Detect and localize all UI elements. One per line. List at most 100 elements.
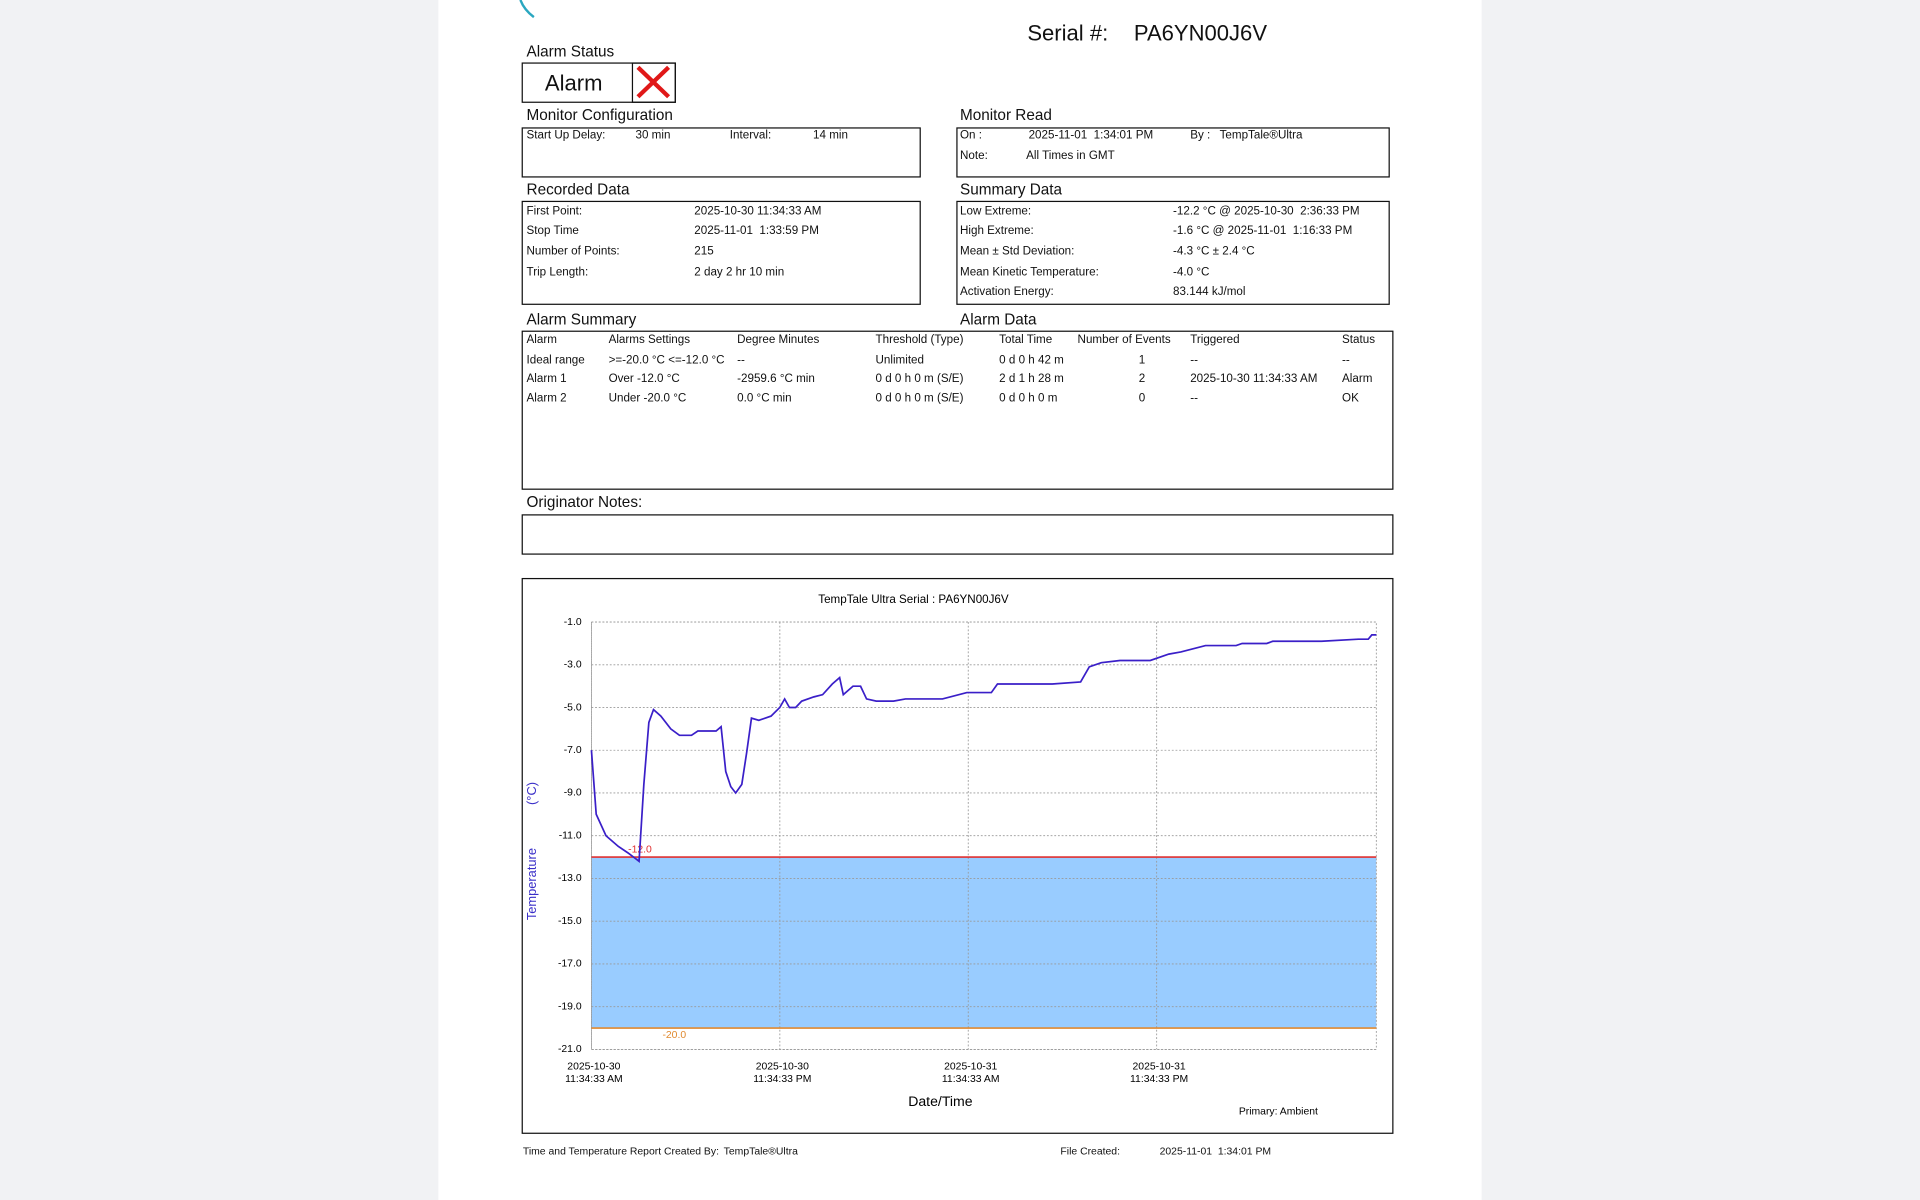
table-header: Total Time [999, 333, 1053, 347]
notes-box [521, 514, 1394, 555]
x-tick-label: 2025-10-31 11:34:33 PM [1130, 1061, 1188, 1084]
field-value: 83.144 kJ/mol [1173, 285, 1246, 299]
table-header: Alarm [526, 333, 557, 347]
table-cell: Ideal range [526, 353, 585, 368]
table-cell: -- [737, 353, 745, 368]
field-value: TempTale®Ultra [1219, 128, 1303, 143]
table-cell: -2959.6 °C min [737, 372, 815, 386]
y-tick-label: -7.0 [564, 745, 582, 756]
table-cell: Alarm 1 [526, 372, 567, 386]
x-tick-label: 2025-10-30 11:34:33 PM [753, 1061, 811, 1084]
x-tick-label: 2025-10-31 11:34:33 AM [942, 1061, 1000, 1084]
table-cell: 0 d 0 h 0 m [999, 391, 1058, 406]
x-axis-label: Date/Time [908, 1093, 973, 1109]
table-cell: -- [1342, 353, 1350, 368]
config-box [521, 127, 921, 178]
x-tick-label: 2025-10-30 11:34:33 AM [565, 1061, 623, 1084]
field-label: Note: [960, 149, 988, 163]
field-value: 2 day 2 hr 10 min [694, 265, 785, 280]
y-tick-label: -9.0 [564, 788, 582, 799]
field-label: Start Up Delay: [526, 128, 606, 143]
y-tick-label: -17.0 [558, 959, 582, 970]
field-label: Stop Time [526, 224, 579, 238]
section-title: Alarm Data [960, 311, 1037, 329]
table-cell: 2025-10-30 11:34:33 AM [1190, 372, 1318, 386]
field-value: 2025-11-01 1:33:59 PM [694, 224, 819, 238]
section-title: Alarm Summary [526, 311, 637, 329]
field-label: Activation Energy: [960, 285, 1054, 299]
table-cell: 0 d 0 h 0 m (S/E) [875, 372, 964, 386]
field-label: High Extreme: [960, 224, 1034, 238]
section-title: Recorded Data [526, 181, 630, 199]
temperature-line [590, 634, 1377, 863]
table-cell: 0 d 0 h 0 m (S/E) [875, 391, 964, 406]
table-cell: 2 d 1 h 28 m [999, 372, 1064, 386]
section-title: Monitor Read [960, 106, 1052, 124]
section-title: Originator Notes: [526, 493, 643, 511]
field-value: 30 min [635, 128, 671, 143]
alarm-table-box [521, 330, 1394, 490]
y-tick-label: -21.0 [558, 1044, 582, 1055]
table-cell: Unlimited [875, 353, 925, 368]
field-value: All Times in GMT [1026, 149, 1115, 163]
table-cell: -- [1190, 353, 1198, 368]
field-value: 14 min [813, 128, 848, 143]
y-tick-label: -5.0 [564, 702, 582, 713]
field-label: Trip Length: [526, 265, 589, 280]
field-value: -1.6 °C @ 2025-11-01 1:16:33 PM [1173, 224, 1353, 238]
field-value: -12.2 °C @ 2025-10-30 2:36:33 PM [1173, 204, 1360, 218]
recorded-box [521, 200, 921, 305]
field-value: 215 [694, 244, 714, 259]
section-title: Alarm Status [526, 42, 615, 61]
y-tick-label: -19.0 [558, 1001, 582, 1012]
threshold-label: -20.0 [662, 1030, 686, 1041]
chart-title: TempTale Ultra Serial : PA6YN00J6V [818, 593, 1009, 606]
table-header: Status [1342, 333, 1376, 347]
table-cell: >=-20.0 °C <=-12.0 °C [608, 353, 725, 368]
section-title: Monitor Configuration [526, 106, 673, 124]
y-tick-label: -1.0 [564, 617, 582, 628]
field-label: Mean Kinetic Temperature: [960, 265, 1099, 280]
field-label: Mean ± Std Deviation: [960, 244, 1075, 259]
field-value: -4.0 °C [1173, 265, 1210, 280]
ideal-band [591, 857, 1377, 1029]
footer-label: File Created: [1060, 1144, 1121, 1158]
field-label: On : [960, 128, 982, 143]
table-cell: 0.0 °C min [737, 391, 792, 406]
field-value: -4.3 °C ± 2.4 °C [1173, 244, 1255, 259]
chart-box [521, 577, 1394, 1134]
footer-value: 2025-11-01 1:34:01 PM [1159, 1144, 1272, 1158]
alarm-value: Alarm [544, 71, 603, 96]
table-cell: Under -20.0 °C [608, 391, 687, 406]
table-cell: OK [1342, 391, 1359, 406]
y-axis-unit: (°C) [524, 782, 539, 805]
table-header: Threshold (Type) [875, 333, 964, 347]
serial: PA6YN00J6V [1133, 20, 1268, 46]
y-tick-label: -3.0 [564, 660, 582, 671]
summary-box [956, 200, 1390, 305]
table-cell: 0 [1138, 391, 1146, 406]
field-label: Low Extreme: [960, 204, 1032, 218]
table-cell: Alarm 2 [526, 391, 567, 406]
serial-label: Serial #: [1027, 20, 1109, 46]
field-value: 2025-10-30 11:34:33 AM [694, 204, 822, 218]
footer-value: TempTale®Ultra [723, 1144, 798, 1158]
table-cell: Over -12.0 °C [608, 372, 680, 386]
field-label: First Point: [526, 204, 583, 218]
table-cell: -- [1190, 391, 1198, 406]
field-value: 2025-11-01 1:34:01 PM [1028, 128, 1154, 143]
annotation: Primary: Ambient [1239, 1107, 1318, 1118]
section-title: Summary Data [960, 181, 1063, 199]
table-cell: 1 [1138, 353, 1146, 368]
footer-label: Time and Temperature Report Created By: [522, 1144, 719, 1158]
read-box [956, 127, 1390, 178]
y-tick-label: -15.0 [558, 916, 582, 927]
alarm-icon-box [631, 62, 676, 103]
field-label: Number of Points: [526, 244, 620, 259]
y-tick-label: -13.0 [558, 873, 582, 884]
table-cell: Alarm [1342, 372, 1373, 386]
y-tick-label: -11.0 [559, 830, 582, 841]
